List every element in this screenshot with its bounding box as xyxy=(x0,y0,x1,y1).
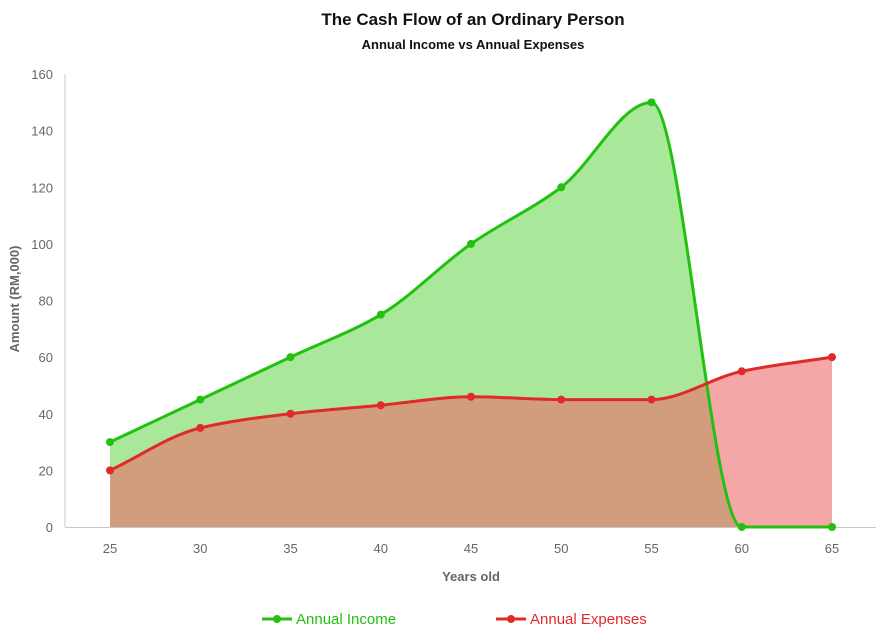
data-point[interactable] xyxy=(467,392,475,401)
y-tick-label: 80 xyxy=(39,294,53,309)
y-tick-label: 100 xyxy=(31,237,53,252)
legend-item[interactable]: Annual Expenses xyxy=(496,611,647,628)
data-point[interactable] xyxy=(737,523,746,531)
data-point[interactable] xyxy=(557,395,566,404)
legend-label: Annual Income xyxy=(296,611,396,628)
x-axis-label: Years old xyxy=(442,569,500,584)
data-point[interactable] xyxy=(737,367,746,376)
y-tick-label: 120 xyxy=(31,180,53,195)
series-line xyxy=(109,100,832,529)
data-point[interactable] xyxy=(196,395,205,404)
legend[interactable]: Annual Income Annual Expenses xyxy=(262,611,647,628)
y-tick-label: 60 xyxy=(39,350,53,365)
legend-swatch-marker xyxy=(507,615,515,623)
data-point[interactable] xyxy=(828,353,836,362)
y-tick-label: 20 xyxy=(39,463,53,478)
x-tick-label: 65 xyxy=(825,541,839,556)
data-point[interactable] xyxy=(647,98,656,107)
x-tick-label: 55 xyxy=(644,541,658,556)
data-point[interactable] xyxy=(376,401,385,410)
x-tick-label: 40 xyxy=(374,541,388,556)
data-point[interactable] xyxy=(647,395,656,404)
data-point[interactable] xyxy=(286,409,295,418)
x-tick-label: 60 xyxy=(735,541,749,556)
x-tick-label: 30 xyxy=(193,541,207,556)
data-point[interactable] xyxy=(557,183,566,192)
x-tick-label: 35 xyxy=(283,541,297,556)
chart-subtitle: Annual Income vs Annual Expenses xyxy=(362,37,585,52)
legend-item[interactable]: Annual Income xyxy=(262,611,396,628)
legend-swatch-marker xyxy=(273,615,281,623)
y-tick-label: 160 xyxy=(31,67,53,82)
data-point[interactable] xyxy=(376,310,385,319)
data-point[interactable] xyxy=(828,523,836,531)
y-axis-label: Amount (RM,000) xyxy=(7,246,22,353)
x-tick-label: 50 xyxy=(554,541,568,556)
data-point[interactable] xyxy=(106,466,114,475)
y-tick-label: 0 xyxy=(46,520,53,535)
legend-label: Annual Expenses xyxy=(530,611,647,628)
x-tick-label: 45 xyxy=(464,541,478,556)
y-tick-label: 140 xyxy=(31,124,53,139)
x-tick-label: 25 xyxy=(103,541,117,556)
data-point[interactable] xyxy=(106,438,114,447)
data-point[interactable] xyxy=(467,239,475,248)
plot-area: 0 20 40 60 80 100 120 140 160 25 30 35 40 45 50 55 60 65 xyxy=(31,67,876,556)
data-point[interactable] xyxy=(286,353,295,362)
y-tick-label: 40 xyxy=(39,407,53,422)
chart-title: The Cash Flow of an Ordinary Person xyxy=(321,10,624,29)
data-point[interactable] xyxy=(196,423,205,432)
